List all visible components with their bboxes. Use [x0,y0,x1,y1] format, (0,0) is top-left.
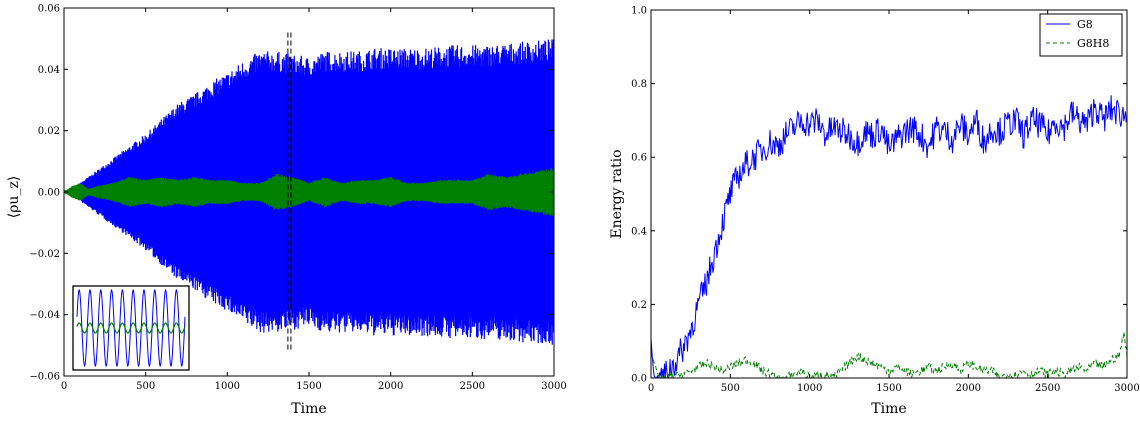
legend-box [1039,13,1123,57]
right-series-g8 [651,95,1127,378]
left-ytick-label: 0.04 [38,65,60,76]
right-ytick-label: 0.4 [631,226,647,237]
inset-series-green [76,322,186,334]
right-xtick-label: 2500 [1035,383,1060,394]
right-ytick-label: 0.2 [631,300,647,311]
left-xtick-label: 2500 [460,381,485,392]
right-ytick-label: 0.0 [631,374,647,385]
right-ytick-label: 0.8 [631,79,647,90]
right-xtick-label: 3000 [1114,383,1139,394]
right-xtick-label: 1000 [797,383,822,394]
inset-series-blue [76,289,186,367]
right-ytick-label: 1.0 [631,6,647,17]
right-chart: 0 500 1000 1500 2000 2500 3000 0.0 0.2 0.4 0.6 0.8 1… [609,6,1140,418]
left-series-0 [64,39,554,345]
left-ytick-label: −0.02 [29,249,60,260]
left-xlabel: Time [291,401,326,417]
left-series-1 [64,168,554,217]
left-xtick-label: 0 [61,381,67,392]
left-xtick-label: 500 [136,381,155,392]
left-ylabel: ⟨ρu_z⟩ [6,176,22,219]
right-xtick-label: 500 [721,383,740,394]
legend: G8 G8H8 [1039,13,1123,57]
left-ytick-label: −0.06 [29,372,60,383]
left-xtick-label: 2000 [378,381,403,392]
right-xtick-label: 1500 [876,383,901,394]
left-ytick-label: 0.02 [38,126,60,137]
legend-label-g8h8: G8H8 [1077,37,1109,50]
left-inset [72,285,190,371]
left-xtick-label: 3000 [541,381,566,392]
right-xlabel: Time [871,401,906,417]
right-xtick-label: 0 [648,383,654,394]
legend-label-g8: G8 [1077,18,1093,31]
left-ytick-label: −0.04 [29,310,60,321]
right-series-g8h8 [651,331,1127,378]
left-ytick-label: 0.06 [38,4,60,15]
left-ytick-label: 0.00 [38,188,60,199]
right-xtick-label: 2000 [956,383,981,394]
right-ylabel: Energy ratio [609,149,625,238]
right-ytick-label: 0.6 [631,153,647,164]
right-plot-frame [650,9,1128,379]
left-xtick-label: 1000 [215,381,240,392]
left-chart: 0 500 1000 1500 2000 2500 3000 −0.06 −0.04 −0.02 0… [6,4,567,418]
left-xtick-label: 1500 [296,381,321,392]
